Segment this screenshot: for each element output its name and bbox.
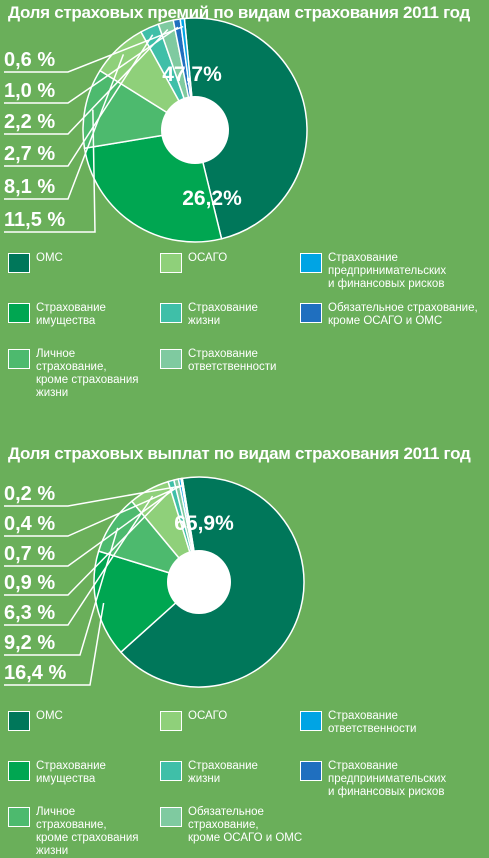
chart-1-leader-line-2 [4,109,96,233]
chart-2-legend-label: Личное страхование, кроме страхования жи… [36,806,139,857]
chart-1-center-hole [161,96,229,164]
chart-2-legend-swatch [8,711,30,731]
chart-2-legend-label: ОСАГО [188,710,228,722]
chart-2-data-label-0: 65,9% [174,512,234,535]
chart-2-data-label-7: 0,2 % [4,483,55,505]
chart-1-legend-item: Страхование предпринимательских и финанс… [300,252,488,291]
chart-1-legend-swatch [300,253,322,273]
chart-1-legend-label: Обязательное страхование, кроме ОСАГО и … [328,302,478,327]
chart-1-leader-line-4 [4,34,154,167]
chart-1-legend: ОМС ОСАГО Страхование предпринимательских … [8,252,486,412]
chart-2-legend-item: ОСАГО [160,710,318,731]
chart-2-legend-swatch [8,807,30,827]
chart-1-legend-swatch [160,303,182,323]
chart-2-leader-line-4 [4,487,174,596]
chart-2-legend-swatch [160,807,182,827]
chart-2-leader-line-1 [4,602,105,686]
chart-1-leader-line-3 [4,54,125,200]
chart-2-legend-swatch [300,711,322,731]
chart-2-legend-item: Страхование ответственности [300,710,488,736]
chart-1-legend-item: Страхование ответственности [160,348,318,374]
chart-2-leader-line-6 [4,485,182,537]
chart-2-leader-line-2 [4,527,119,656]
chart-2-legend-label: ОМС [36,710,63,722]
chart-2-data-label-4: 0,9 % [4,572,55,594]
chart-1-legend-item: Обязательное страхование, кроме ОСАГО и … [300,302,488,328]
chart-2-data-label-2: 9,2 % [4,632,55,654]
chart-2-data-label-6: 0,4 % [4,513,55,535]
chart-1-legend-item: Личное страхование, кроме страхования жи… [8,348,166,400]
chart-2-legend-swatch [300,761,322,781]
chart-1-legend-item: ОСАГО [160,252,318,273]
chart-1-legend-swatch [8,303,30,323]
chart-1-title: Доля страховых премий по видам страхован… [8,3,470,22]
chart-1-leader-line-7 [4,25,184,73]
chart-1-data-label-5: 2,2 % [4,111,55,133]
chart-2-legend-label: Обязательное страхование, кроме ОСАГО и … [188,806,303,844]
chart-2-legend-item: Страхование предпринимательских и финанс… [300,760,488,799]
chart-1-legend-swatch [160,349,182,369]
chart-2-data-label-1: 16,4 % [4,662,66,684]
chart-2-legend-item: Личное страхование, кроме страхования жи… [8,806,166,858]
chart-2-legend-item: Страхование имущества [8,760,166,786]
chart-2-pie: 65,9% 0,2 % 0,4 % 0,7 % 0,9 % 6,3 % 9,2 % 16,4 … [4,476,305,688]
chart-1-legend-swatch [8,253,30,273]
chart-1-slice-0 [183,17,308,240]
chart-1-data-label-3: 8,1 % [4,176,55,198]
chart-1-legend-label: ОСАГО [188,252,228,264]
chart-1-legend-item: ОМС [8,252,166,273]
chart-2-legend-swatch [160,761,182,781]
chart-1-legend-label: Страхование предпринимательских и финанс… [328,252,447,290]
chart-2-legend-swatch [8,761,30,781]
chart-2-legend-swatch [160,711,182,731]
chart-2-leader-line-3 [4,495,154,626]
chart-2-data-label-3: 6,3 % [4,602,55,624]
chart-1-legend-label: Личное страхование, кроме страхования жи… [36,348,139,399]
chart-2-legend-label: Страхование жизни [188,760,258,785]
chart-1-legend-swatch [160,253,182,273]
chart-2-legend-label: Страхование ответственности [328,710,417,735]
chart-2-legend-label: Страхование имущества [36,760,106,785]
chart-1-legend-swatch [8,349,30,369]
chart-1-legend-item: Страхование имущества [8,302,166,328]
chart-1-legend-label: ОМС [36,252,63,264]
chart-1-pie: 47,7% 26,2% 0,6 % 1,0 % 2,2 % 2,7 % 8,1 % 11,5 … [4,17,308,243]
chart-2-legend-item: Обязательное страхование, кроме ОСАГО и … [160,806,318,845]
chart-1-data-label-4: 2,7 % [4,143,55,165]
chart-2-legend-item: Страхование жизни [160,760,318,786]
chart-1-data-label-7: 0,6 % [4,49,55,71]
chart-2-title: Доля страховых выплат по видам страхован… [8,444,471,463]
chart-1-legend-label: Страхование жизни [188,302,258,327]
chart-2-center-hole [167,550,231,614]
chart-1-legend-label: Страхование ответственности [188,348,277,373]
chart-1-legend-label: Страхование имущества [36,302,106,327]
chart-1-legend-swatch [300,303,322,323]
chart-2-data-label-5: 0,7 % [4,543,55,565]
chart-2-leader-line-7 [4,484,183,507]
chart-1-legend-item: Страхование жизни [160,302,318,328]
chart-1-data-label-2: 11,5 % [4,209,65,231]
chart-2-legend: ОМС ОСАГО Страхование ответственности Страх… [8,710,488,857]
chart-2-legend-label: Страхование предпринимательских и финанс… [328,760,447,798]
chart-2-legend-item: ОМС [8,710,166,731]
chart-1-data-label-0: 47,7% [162,63,222,86]
chart-1-data-label-1: 26,2% [182,187,242,210]
chart-1-data-label-6: 1,0 % [4,80,55,102]
